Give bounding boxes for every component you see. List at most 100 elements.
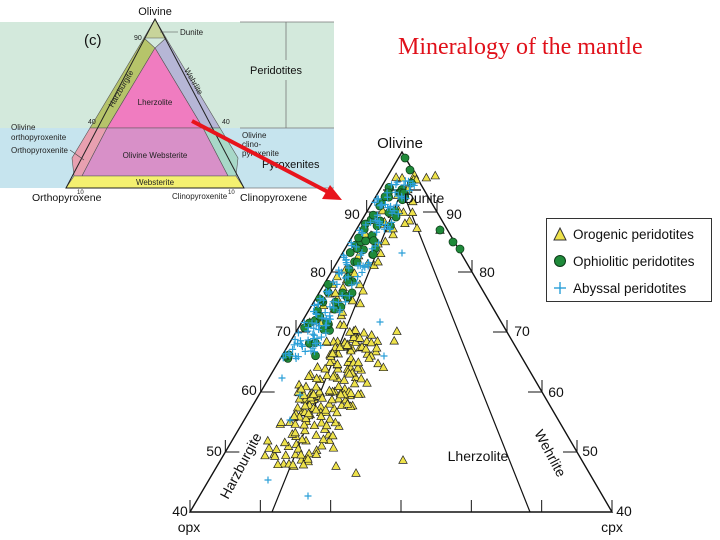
- abyssal-marker: [296, 391, 304, 399]
- orogenic-marker: [339, 320, 349, 329]
- abyssal-marker: [362, 221, 370, 229]
- inset-side-ol-cpx-line1: Olivine: [242, 131, 267, 140]
- abyssal-marker: [391, 188, 399, 196]
- abyssal-marker: [364, 259, 372, 267]
- abyssal-marker: [310, 308, 318, 315]
- orogenic-marker: [355, 298, 365, 308]
- abyssal-marker: [329, 298, 337, 306]
- inset-apex-left: Orthopyroxene: [32, 192, 102, 204]
- orogenic-marker: [375, 248, 386, 257]
- orogenic-marker: [344, 326, 355, 336]
- orogenic-marker: [320, 404, 331, 414]
- orogenic-marker: [317, 392, 328, 402]
- orogenic-marker: [318, 434, 329, 443]
- abyssal-marker: [322, 329, 330, 337]
- orogenic-marker: [316, 440, 327, 450]
- inset-side-ol-opx-line1: Olivine: [11, 123, 36, 132]
- orogenic-marker: [280, 450, 291, 459]
- abyssal-marker: [388, 181, 396, 189]
- orogenic-marker: [430, 170, 441, 180]
- orogenic-marker: [324, 385, 335, 395]
- orogenic-marker: [392, 326, 402, 335]
- abyssal-marker: [352, 243, 360, 251]
- abyssal-marker: [298, 342, 306, 350]
- orogenic-marker: [333, 381, 344, 390]
- orogenic-marker: [421, 172, 432, 182]
- abyssal-marker: [314, 300, 322, 308]
- plus-marker-icon: [553, 281, 567, 295]
- main-label-cpx: cpx: [601, 519, 623, 535]
- orogenic-marker: [322, 370, 332, 380]
- abyssal-marker: [304, 324, 312, 332]
- orogenic-marker: [362, 377, 372, 387]
- abyssal-marker: [317, 333, 325, 341]
- abyssal-marker: [402, 194, 410, 202]
- abyssal-marker: [319, 296, 327, 304]
- abyssal-marker: [348, 242, 356, 250]
- orogenic-marker: [303, 408, 314, 418]
- abyssal-marker: [398, 249, 406, 257]
- inset-group-pyroxenites: Pyroxenites: [262, 159, 320, 171]
- inset-label-dunite: Dunite: [180, 28, 204, 37]
- main-label-harzburgite: Harzburgite: [217, 430, 265, 502]
- abyssal-marker: [358, 249, 366, 257]
- abyssal-marker: [311, 348, 319, 356]
- abyssal-marker: [298, 341, 306, 349]
- orogenic-marker: [366, 337, 377, 347]
- abyssal-marker: [330, 304, 338, 312]
- orogenic-marker: [339, 375, 349, 384]
- abyssal-marker: [388, 218, 396, 226]
- orogenic-marker: [303, 371, 314, 380]
- abyssal-marker: [371, 242, 379, 250]
- inset-label-olivine-websterite: Olivine Websterite: [123, 151, 188, 160]
- abyssal-marker: [409, 180, 417, 188]
- orogenic-marker: [407, 196, 418, 206]
- orogenic-marker: [351, 468, 361, 477]
- inset-apex-top: Olivine: [138, 6, 172, 18]
- orogenic-marker: [350, 325, 361, 334]
- orogenic-marker: [332, 359, 343, 368]
- orogenic-marker: [324, 398, 335, 408]
- legend-item-ophiolitic: Ophiolitic peridotites: [553, 250, 695, 272]
- orogenic-marker: [300, 400, 310, 410]
- abyssal-marker: [309, 344, 317, 352]
- abyssal-marker: [380, 352, 388, 360]
- circle-marker-icon: [553, 254, 567, 268]
- orogenic-marker: [311, 381, 321, 391]
- abyssal-marker: [278, 374, 286, 382]
- inset-side-cpx: Clinopyroxenite: [172, 192, 228, 201]
- abyssal-marker: [309, 330, 317, 338]
- abyssal-marker: [376, 202, 384, 210]
- abyssal-marker: [393, 201, 401, 209]
- orogenic-marker: [290, 419, 301, 428]
- orogenic-marker: [404, 215, 415, 225]
- abyssal-marker: [291, 336, 299, 344]
- ophiolitic-marker: [455, 244, 465, 254]
- right-tick-label: 50: [582, 443, 598, 459]
- orogenic-marker: [276, 417, 286, 426]
- abyssal-marker: [279, 354, 287, 362]
- inset-tick-10-left: 10: [77, 190, 84, 196]
- abyssal-marker: [326, 312, 334, 320]
- legend-item-orogenic: Orogenic peridotites: [553, 223, 694, 245]
- inset-tick-40-right: 40: [222, 119, 230, 126]
- inset-group-peridotites: Peridotites: [250, 65, 302, 77]
- inset-label-lherzolite: Lherzolite: [138, 98, 173, 107]
- abyssal-marker: [400, 181, 408, 189]
- abyssal-marker: [380, 225, 388, 233]
- orogenic-marker: [316, 411, 326, 420]
- abyssal-marker: [294, 329, 302, 337]
- orogenic-marker: [398, 455, 408, 464]
- abyssal-marker: [315, 326, 323, 334]
- right-tick-label: 60: [548, 384, 564, 400]
- abyssal-marker: [344, 273, 352, 281]
- orogenic-marker: [293, 443, 304, 453]
- ophiolitic-marker: [435, 225, 445, 235]
- orogenic-marker: [262, 435, 273, 445]
- abyssal-marker: [289, 345, 297, 353]
- orogenic-marker: [288, 459, 298, 469]
- abyssal-marker: [326, 315, 334, 323]
- inset-panel-label: (c): [84, 32, 102, 49]
- orogenic-marker: [328, 430, 338, 440]
- orogenic-marker: [364, 353, 374, 362]
